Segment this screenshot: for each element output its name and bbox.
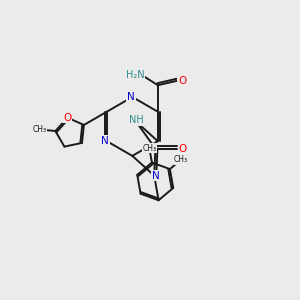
Text: H₂N: H₂N [126, 70, 145, 80]
Text: NH: NH [129, 115, 143, 125]
Text: N: N [127, 92, 135, 102]
Text: CH₃: CH₃ [142, 143, 156, 152]
Text: N: N [101, 136, 109, 146]
Text: O: O [178, 76, 186, 86]
Text: CH₃: CH₃ [174, 155, 188, 164]
Text: O: O [63, 113, 72, 123]
Text: O: O [178, 143, 187, 154]
Text: CH₃: CH₃ [32, 125, 46, 134]
Text: N: N [152, 171, 160, 181]
